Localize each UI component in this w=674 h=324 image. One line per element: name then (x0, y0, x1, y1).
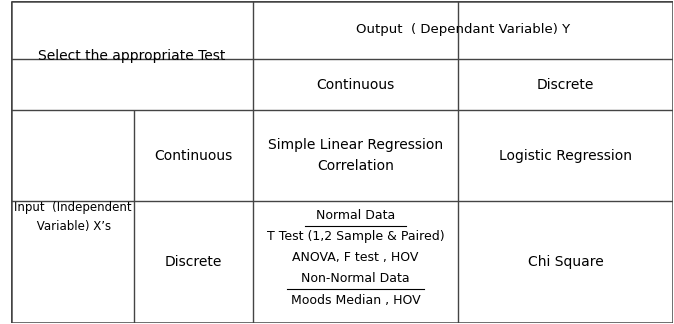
Text: Simple Linear Regression
Correlation: Simple Linear Regression Correlation (268, 138, 443, 173)
Text: Input  (Independent: Input (Independent (13, 201, 131, 214)
Text: Variable) X’s: Variable) X’s (34, 220, 111, 233)
Text: Select the appropriate Test: Select the appropriate Test (38, 49, 226, 63)
Text: Discrete: Discrete (164, 255, 222, 269)
Text: T Test (1,2 Sample & Paired): T Test (1,2 Sample & Paired) (267, 230, 444, 243)
Text: Discrete: Discrete (537, 77, 594, 92)
Text: Continuous: Continuous (316, 77, 394, 92)
Text: Logistic Regression: Logistic Regression (499, 148, 632, 163)
Text: Non-Normal Data: Non-Normal Data (301, 272, 410, 285)
Text: Moods Median , HOV: Moods Median , HOV (290, 294, 421, 307)
Text: ANOVA, F test , HOV: ANOVA, F test , HOV (293, 251, 419, 264)
Text: Output  ( Dependant Variable) Y: Output ( Dependant Variable) Y (356, 23, 570, 36)
Text: Continuous: Continuous (154, 148, 233, 163)
Text: Chi Square: Chi Square (528, 255, 604, 269)
Text: Normal Data: Normal Data (316, 209, 395, 222)
